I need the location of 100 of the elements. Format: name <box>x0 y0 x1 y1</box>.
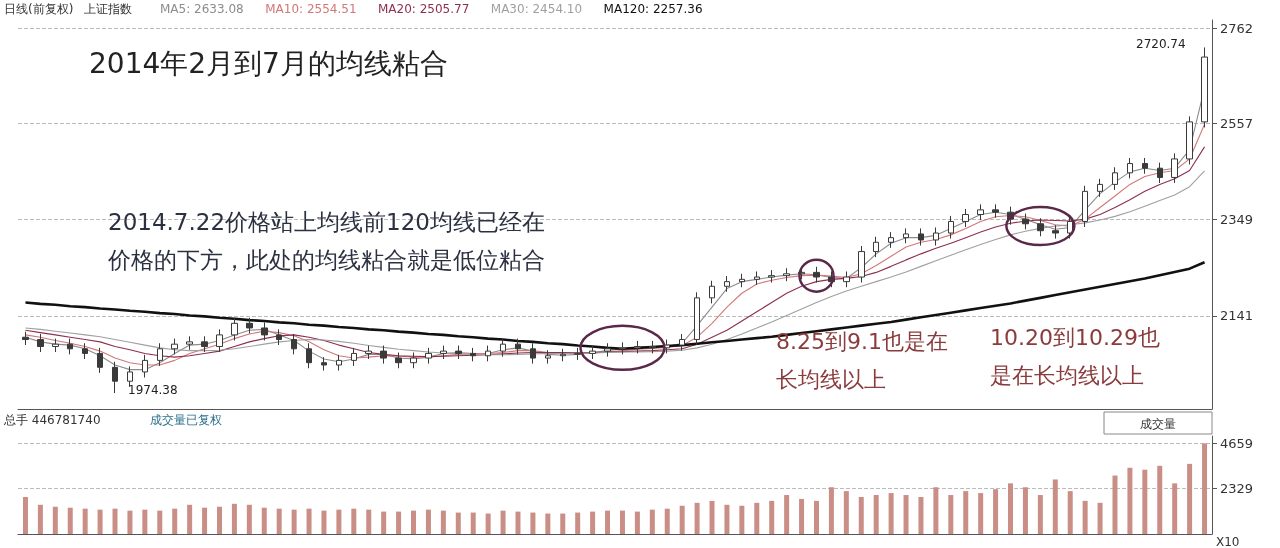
bar <box>1067 491 1073 534</box>
annotation: 1974.38 <box>128 383 178 397</box>
bar <box>52 506 58 534</box>
bar <box>784 495 790 534</box>
candlestick <box>201 335 208 353</box>
bar <box>455 512 461 534</box>
bar <box>918 496 924 534</box>
candlestick <box>52 338 59 353</box>
candlestick <box>395 352 402 369</box>
candlestick <box>1022 213 1029 230</box>
bar <box>1172 483 1178 534</box>
candlestick <box>694 291 700 346</box>
bar <box>1097 502 1103 534</box>
annotation: 10.20到10.29也是在长均线以上 <box>990 324 1160 388</box>
candlestick <box>410 352 417 369</box>
bar <box>336 509 342 534</box>
candlestick <box>634 340 641 354</box>
y-tick-label: 2349 <box>1220 212 1254 228</box>
text: 2014年2月到7月的均线粘合 <box>89 46 448 80</box>
candlestick <box>455 345 462 360</box>
bar <box>590 511 596 534</box>
candlestick <box>246 317 253 335</box>
candlestick <box>560 348 566 362</box>
bar <box>67 507 73 534</box>
candlestick <box>276 328 282 346</box>
bar <box>605 510 611 534</box>
annotation: 2014.7.22价格站上均线前120均线已经在价格的下方，此处的均线粘合就是低位粘合 <box>107 209 545 273</box>
candlestick <box>1157 162 1163 184</box>
candlestick <box>783 267 790 282</box>
candlestick <box>962 208 969 228</box>
bar <box>425 509 431 534</box>
bar <box>649 509 655 534</box>
candlestick <box>67 338 73 355</box>
bar <box>381 511 387 534</box>
y-tick-label: 2762 <box>1220 20 1254 36</box>
bar <box>634 511 640 534</box>
candlestick <box>515 338 521 355</box>
candlestick <box>754 270 760 286</box>
bar <box>1127 467 1133 534</box>
bar <box>231 503 237 534</box>
bar <box>619 510 625 534</box>
bar <box>500 510 506 534</box>
bar <box>813 500 819 534</box>
candlestick <box>604 342 611 358</box>
candlestick <box>739 273 745 288</box>
bar <box>1142 469 1148 534</box>
candlestick <box>873 236 879 258</box>
bar <box>993 489 999 534</box>
candlestick <box>231 317 238 341</box>
bar <box>978 493 984 534</box>
bar <box>246 504 252 534</box>
bar <box>1022 487 1028 534</box>
candlestick <box>933 226 939 247</box>
bar <box>873 495 879 534</box>
text: 日线(前复权) <box>4 2 74 16</box>
candlestick <box>1052 224 1059 240</box>
bar <box>112 508 118 534</box>
text: 成交量已复权 <box>150 413 222 427</box>
bar <box>515 511 521 534</box>
bar <box>22 496 28 534</box>
bar <box>799 498 805 534</box>
candlestick <box>1067 215 1073 240</box>
bar <box>545 513 551 534</box>
candlestick <box>1112 166 1118 191</box>
bar <box>291 509 297 534</box>
candlestick <box>977 203 984 221</box>
bar <box>82 508 88 534</box>
candlestick <box>380 345 387 365</box>
bar <box>37 504 43 534</box>
candlestick <box>365 345 372 360</box>
candlestick <box>574 347 581 361</box>
candlestick <box>1171 152 1178 184</box>
bar <box>739 505 745 534</box>
candlestick <box>500 338 506 358</box>
candlestick <box>261 321 268 341</box>
bar <box>828 487 834 534</box>
text: 成交量 <box>1140 417 1176 431</box>
bar <box>560 513 566 534</box>
candlestick <box>112 361 118 394</box>
candlestick <box>470 347 476 362</box>
bar <box>396 511 402 534</box>
candlestick <box>649 340 656 354</box>
y-tick-label: 2329 <box>1220 481 1254 497</box>
y-tick-label: 2141 <box>1220 308 1254 324</box>
bar <box>769 500 775 534</box>
bar <box>679 505 685 534</box>
candlestick <box>992 203 999 219</box>
text: MA10: 2554.51 <box>265 2 357 16</box>
text: MA20: 2505.77 <box>378 2 470 16</box>
bar <box>216 506 222 534</box>
bar <box>1008 483 1014 534</box>
bar <box>366 509 372 534</box>
candlestick <box>843 270 850 288</box>
candlestick <box>813 266 820 284</box>
candlestick <box>336 354 342 372</box>
candlestick <box>619 341 626 355</box>
candlestick <box>530 342 536 365</box>
bar <box>1112 475 1118 534</box>
bar <box>1157 465 1163 534</box>
text: MA120: 2257.36 <box>603 2 703 16</box>
